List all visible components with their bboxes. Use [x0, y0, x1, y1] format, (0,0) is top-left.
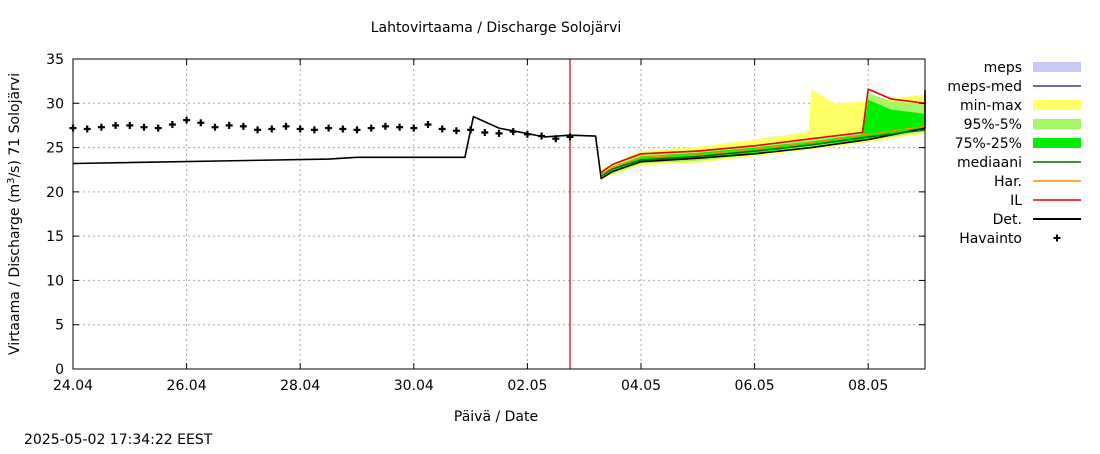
observation-point [310, 126, 318, 134]
chart-title: Lahtovirtaama / Discharge Solojärvi [371, 20, 622, 36]
legend-label: meps-med [947, 79, 1022, 95]
series-line [600, 125, 926, 176]
legend-label: min-max [960, 98, 1022, 114]
legend-item: 75%-25% [955, 136, 1081, 152]
timestamp: 2025-05-02 17:34:22 EEST [24, 432, 213, 448]
y-tick-label: 15 [46, 229, 64, 245]
y-tick-label: 25 [46, 141, 64, 157]
observation-point [254, 126, 262, 134]
y-axis-label: Virtaama / Discharge (m3/s) 71 Solojärvi [6, 73, 23, 355]
observation-point [97, 123, 105, 131]
x-tick-label: 06.05 [735, 378, 775, 394]
x-tick-label: 04.05 [621, 378, 661, 394]
observation-point [396, 123, 404, 131]
y-tick-label: 5 [55, 318, 64, 334]
observation-series [69, 116, 574, 143]
legend-item: Har. [994, 174, 1081, 190]
observation-point [325, 124, 333, 132]
x-tick-label: 24.04 [53, 378, 93, 394]
y-axis-label-prefix: Virtaama / Discharge (m [7, 184, 23, 355]
x-tick-label: 28.04 [280, 378, 320, 394]
observation-point [112, 121, 120, 129]
series-line [600, 88, 926, 174]
observation-point [339, 125, 347, 133]
x-tick-label: 02.05 [507, 378, 547, 394]
x-tick-label: 08.05 [848, 378, 888, 394]
observation-point [211, 123, 219, 131]
legend-swatch [1033, 138, 1081, 148]
observation-point [183, 116, 191, 124]
y-tick-label: 0 [55, 362, 64, 378]
legend-item: min-max [960, 98, 1081, 114]
observation-point [424, 121, 432, 129]
observation-point [239, 122, 247, 130]
observation-point [197, 119, 205, 127]
legend-item: meps-med [947, 79, 1081, 95]
x-axis-label: Päivä / Date [454, 409, 538, 425]
legend-swatch [1033, 100, 1081, 110]
plot-frame [72, 58, 926, 370]
series-line [600, 129, 926, 177]
observation-point [268, 125, 276, 133]
observation-point [140, 123, 148, 131]
legend-label: Har. [994, 174, 1022, 190]
legend-label: mediaani [957, 155, 1022, 171]
observation-point [353, 126, 361, 134]
observation-point [495, 129, 503, 137]
observation-point [83, 125, 91, 133]
legend-label: meps [984, 60, 1022, 76]
legend-label: 95%-5% [964, 117, 1022, 133]
legend-label: IL [1010, 193, 1022, 209]
y-tick-label: 30 [46, 96, 64, 112]
observation-point [296, 125, 304, 133]
legend-item: meps [984, 60, 1081, 76]
y-tick-label: 10 [46, 273, 64, 289]
y-axis-label-suffix: /s) 71 Solojärvi [7, 73, 23, 178]
legend-label: 75%-25% [955, 136, 1022, 152]
y-tick-label: 20 [46, 185, 64, 201]
observation-point [452, 127, 460, 135]
legend-item: mediaani [957, 155, 1081, 171]
observation-point [225, 121, 233, 129]
legend-swatch [1033, 119, 1081, 129]
legend-label: Havainto [959, 231, 1022, 247]
x-tick-label: 30.04 [394, 378, 434, 394]
observation-point [282, 122, 290, 130]
observation-point [367, 124, 375, 132]
observation-point [168, 121, 176, 129]
observation-point [481, 129, 489, 137]
observation-point [410, 124, 418, 132]
legend: meps meps-med min-max 95%-5% 75%-25% mediaani… [947, 60, 1081, 247]
observation-point [381, 122, 389, 130]
observation-point [438, 125, 446, 133]
series-line [72, 90, 926, 180]
y-axis-label-sup: 3 [6, 178, 17, 184]
legend-label: Det. [993, 212, 1022, 228]
observation-point [126, 121, 134, 129]
x-tick-label: 26.04 [167, 378, 207, 394]
legend-swatch [1033, 62, 1081, 72]
legend-item: IL [1010, 193, 1081, 209]
legend-item: Havainto [959, 231, 1061, 247]
observation-point [154, 124, 162, 132]
y-tick-label: 35 [46, 52, 64, 68]
legend-item: 95%-5% [964, 117, 1081, 133]
legend-item: Det. [993, 212, 1081, 228]
